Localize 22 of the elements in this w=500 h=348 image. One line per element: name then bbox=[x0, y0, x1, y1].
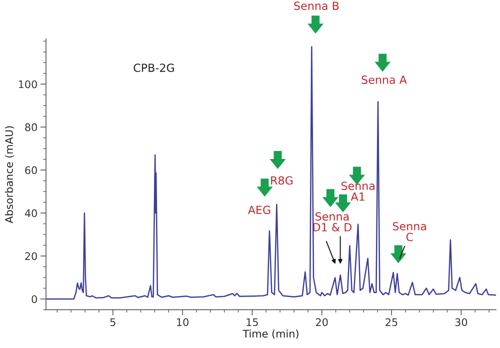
annotation: Senna C bbox=[392, 222, 426, 242]
x-tick-label: 10 bbox=[177, 318, 188, 326]
annotation: Senna A1 bbox=[341, 182, 374, 201]
x-tick-label: 25 bbox=[386, 318, 398, 326]
annotation: R8G bbox=[271, 176, 292, 185]
y-tick-label: 40 bbox=[24, 209, 37, 218]
annotation: CPB-2G bbox=[134, 64, 174, 72]
annotation: Senna A bbox=[362, 76, 407, 84]
y-tick-label: 80 bbox=[25, 123, 37, 132]
x-axis-title: Time (min) bbox=[242, 330, 298, 339]
y-tick-label: 20 bbox=[25, 252, 37, 260]
y-tick-label: 0 bbox=[32, 295, 37, 304]
annotation: AEG bbox=[248, 206, 270, 214]
x-tick-label: 5 bbox=[110, 318, 116, 326]
x-tick-label: 20 bbox=[316, 318, 328, 326]
y-tick-label: 60 bbox=[25, 166, 37, 174]
y-axis-title: Absorbance (mAU) bbox=[4, 126, 14, 224]
text: Senna B bbox=[294, 2, 339, 10]
line-series bbox=[46, 46, 496, 300]
y-tick-label: 100 bbox=[18, 80, 37, 88]
x-tick-label: 30 bbox=[455, 318, 468, 326]
x-tick-label: 15 bbox=[246, 318, 258, 326]
